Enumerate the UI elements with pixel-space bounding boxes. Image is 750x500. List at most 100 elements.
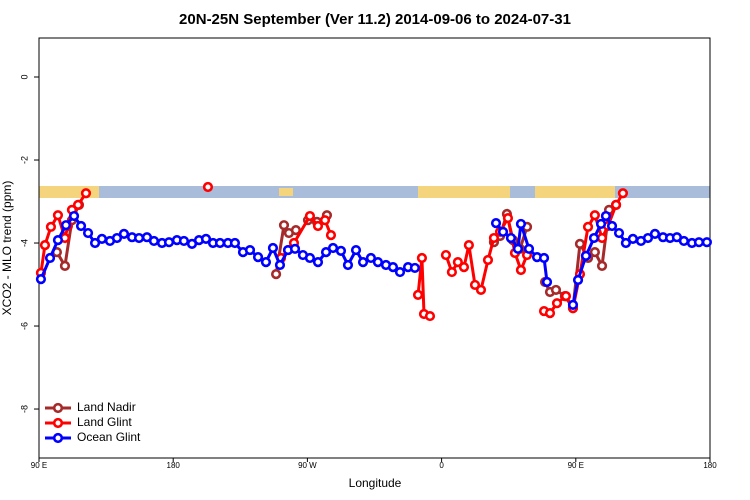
- data-point: [600, 210, 612, 222]
- data-point: [372, 257, 384, 268]
- data-point: [327, 242, 339, 254]
- legend-label: Land Glint: [77, 415, 132, 429]
- data-point: [596, 232, 608, 244]
- data-point: [59, 260, 71, 271]
- data-point: [178, 235, 190, 247]
- legend-marker: [52, 417, 64, 429]
- land-patch: [279, 188, 293, 196]
- data-point: [610, 199, 622, 210]
- data-point: [567, 299, 579, 310]
- data-point: [319, 215, 331, 226]
- data-point: [312, 257, 324, 268]
- y-tick-label: 0: [19, 75, 29, 80]
- y-tick-label: -6: [19, 322, 29, 330]
- data-point: [68, 210, 80, 222]
- data-point: [52, 235, 64, 246]
- data-point: [523, 243, 535, 254]
- chart-title: 20N-25N September (Ver 11.2) 2014-09-06 …: [179, 11, 571, 28]
- data-point: [582, 221, 594, 232]
- data-point: [342, 259, 354, 271]
- data-point: [244, 244, 256, 256]
- data-point: [252, 252, 264, 263]
- data-point: [551, 298, 563, 309]
- data-point: [515, 218, 527, 230]
- data-point: [387, 261, 399, 273]
- y-tick-label: -2: [19, 156, 29, 164]
- data-point: [44, 252, 56, 264]
- legend-marker: [52, 402, 64, 414]
- data-point: [642, 232, 654, 244]
- data-point: [458, 261, 470, 273]
- data-point: [202, 181, 214, 193]
- y-axis-label: XCO2 - MLO trend (ppm): [0, 181, 14, 316]
- data-point: [588, 232, 600, 244]
- data-point: [595, 218, 607, 230]
- data-point: [452, 257, 463, 268]
- x-tick-label: 180: [703, 461, 717, 470]
- data-point: [214, 237, 226, 249]
- land-patch: [418, 186, 510, 198]
- data-point: [620, 237, 632, 249]
- x-tick-label: 90 E: [568, 461, 584, 470]
- legend-marker: [52, 432, 64, 444]
- legend-label: Ocean Glint: [77, 430, 141, 444]
- data-point: [118, 228, 130, 239]
- data-point: [589, 247, 600, 258]
- data-point: [200, 233, 212, 244]
- data-point: [72, 199, 84, 210]
- data-point: [482, 254, 494, 266]
- data-point: [82, 227, 94, 239]
- plot-frame: [38, 37, 711, 459]
- data-point: [60, 220, 72, 231]
- x-tick-label: 90 W: [298, 461, 317, 470]
- data-point: [290, 225, 302, 236]
- y-tick-label: -4: [19, 239, 29, 247]
- data-point: [409, 262, 421, 274]
- data-point: [701, 237, 712, 248]
- data-point: [693, 237, 705, 248]
- data-point: [325, 230, 337, 241]
- data-point: [163, 237, 175, 248]
- data-point: [267, 242, 279, 254]
- data-point: [596, 260, 608, 271]
- data-point: [320, 247, 332, 258]
- data-point: [488, 232, 500, 244]
- data-point: [260, 257, 272, 268]
- data-point: [412, 289, 424, 300]
- data-point: [589, 210, 600, 221]
- data-point: [541, 276, 553, 288]
- land-patch: [535, 186, 615, 198]
- data-point: [613, 227, 625, 239]
- x-axis-label: Longitude: [349, 476, 402, 490]
- data-point: [497, 226, 509, 237]
- data-point: [45, 221, 57, 232]
- x-tick-label: 180: [167, 461, 181, 470]
- data-point: [274, 259, 286, 271]
- data-point: [446, 266, 457, 278]
- x-tick-label: 0: [439, 461, 444, 470]
- data-point: [440, 249, 452, 261]
- data-point: [89, 237, 101, 249]
- data-point: [550, 284, 562, 296]
- data-point: [475, 284, 487, 296]
- data-point: [365, 252, 377, 264]
- data-point: [278, 220, 290, 231]
- data-point: [270, 269, 282, 280]
- data-point: [560, 291, 572, 302]
- data-point: [606, 220, 618, 232]
- data-point: [80, 188, 92, 199]
- data-point: [463, 239, 474, 251]
- data-point: [312, 220, 324, 232]
- data-point: [357, 257, 369, 268]
- data-point: [289, 243, 301, 254]
- legend-label: Land Nadir: [77, 400, 136, 414]
- data-point: [502, 213, 514, 224]
- data-point: [229, 237, 241, 249]
- data-point: [304, 252, 316, 264]
- data-point: [75, 220, 87, 232]
- data-point: [111, 232, 123, 244]
- data-point: [515, 264, 527, 276]
- data-point: [617, 188, 629, 199]
- data-point: [627, 233, 639, 244]
- data-point: [52, 210, 64, 221]
